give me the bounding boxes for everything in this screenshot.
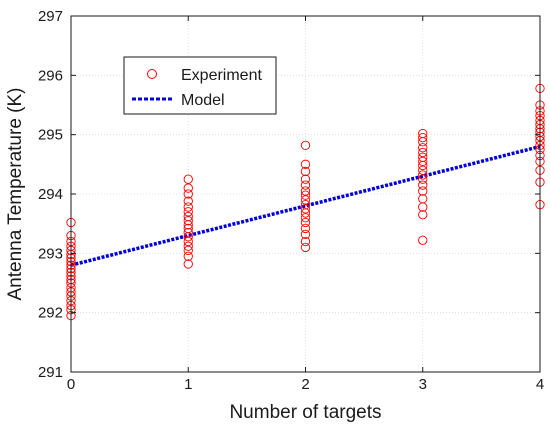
experiment-point	[418, 180, 428, 190]
y-tick-label: 293	[38, 245, 63, 262]
experiment-point	[183, 223, 193, 234]
experiment-point	[183, 183, 193, 193]
experiment-point	[183, 251, 193, 261]
y-tick-label: 296	[38, 67, 63, 84]
experiment-point	[418, 174, 428, 184]
experiment-point	[300, 174, 311, 184]
experiment-point	[300, 190, 311, 200]
experiment-point	[183, 211, 193, 222]
x-tick-label: 0	[67, 376, 75, 393]
experiment-point	[418, 170, 428, 180]
experiment-point	[418, 194, 428, 204]
experiment-point	[183, 227, 193, 238]
legend-experiment-marker	[147, 69, 157, 79]
experiment-point	[183, 245, 193, 256]
legend: Experiment Model	[123, 56, 277, 115]
y-tick-label: 294	[38, 186, 63, 203]
y-tick-label: 295	[38, 127, 63, 144]
model-line	[70, 144, 541, 267]
experiment-point	[300, 186, 311, 196]
experiment-point	[300, 217, 311, 228]
experiment-point	[300, 223, 311, 234]
experiment-point	[183, 259, 193, 269]
y-tick-label: 291	[38, 364, 63, 381]
experiment-point	[300, 159, 311, 169]
axis-ticks	[70, 15, 541, 373]
y-tick-labels: 291 292 293 294 295 296 297	[38, 8, 63, 381]
experiment-point	[300, 195, 311, 205]
x-tick-label: 1	[184, 376, 192, 393]
x-tick-label: 4	[536, 376, 544, 393]
experiment-point	[183, 241, 193, 251]
experiment-point	[418, 156, 428, 167]
experiment-point	[418, 132, 428, 143]
experiment-point	[418, 210, 428, 220]
experiment-point	[418, 152, 428, 162]
x-tick-labels: 0 1 2 3 4	[67, 376, 544, 393]
experiment-point	[418, 147, 428, 158]
experiment-point	[183, 196, 193, 206]
experiment-point	[183, 174, 193, 184]
experiment-point	[300, 229, 311, 239]
model-series	[70, 144, 541, 267]
x-axis-label: Number of targets	[229, 402, 381, 423]
experiment-point	[300, 204, 311, 214]
experiment-point	[300, 213, 311, 223]
experiment-point	[418, 165, 428, 175]
experiment-point	[300, 200, 311, 210]
legend-experiment-label: Experiment	[181, 67, 262, 84]
y-tick-label: 297	[38, 8, 63, 25]
experiment-point	[300, 140, 311, 150]
experiment-point	[183, 207, 193, 217]
experiment-point	[418, 143, 428, 153]
experiment-point	[300, 180, 311, 190]
x-tick-label: 3	[419, 376, 427, 393]
experiment-point	[183, 202, 193, 212]
experiment-point	[300, 242, 311, 253]
experiment-point	[300, 166, 311, 177]
experiment-point	[300, 236, 311, 247]
experiment-point	[183, 216, 193, 226]
experiment-point	[183, 189, 193, 199]
experiment-point	[418, 128, 428, 139]
y-tick-label: 292	[38, 305, 63, 322]
y-axis-label: Antenna Temperature (K)	[5, 88, 26, 301]
x-tick-label: 2	[301, 376, 309, 393]
legend-box	[123, 56, 277, 115]
experiment-point	[418, 235, 428, 245]
legend-model-label: Model	[181, 92, 225, 109]
experiment-point	[418, 186, 428, 196]
experiment-point	[183, 236, 193, 247]
